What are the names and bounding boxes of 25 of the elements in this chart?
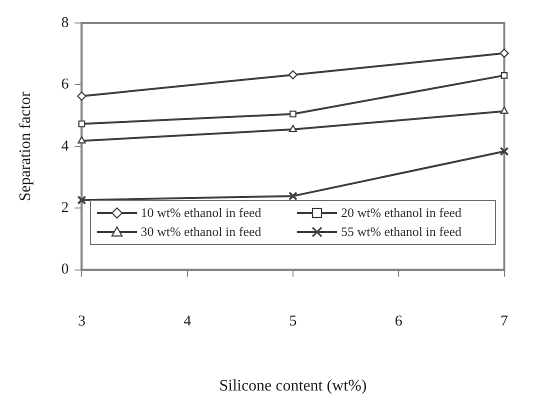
- x-tick-label: 7: [500, 314, 508, 330]
- point: [290, 110, 296, 118]
- y-tick-label: 0: [61, 262, 69, 278]
- point: [500, 146, 509, 156]
- x-tick-label: 4: [184, 314, 192, 330]
- point: [288, 192, 298, 201]
- point: [500, 72, 508, 79]
- y-tick-label: 6: [61, 76, 70, 93]
- y-axis-title: Separation factor: [16, 90, 34, 202]
- point: [500, 48, 509, 58]
- legend-label: 55 wt% ethanol in feed: [340, 224, 462, 240]
- point: [288, 70, 298, 80]
- legend-label: 30 wt% ethanol in feed: [140, 224, 262, 240]
- point: [77, 92, 86, 101]
- y-tick-label: 2: [61, 200, 69, 216]
- y-tick-label: 8: [61, 14, 69, 31]
- x-tick-label: 3: [78, 314, 86, 330]
- legend-label: 10 wt% ethanol in feed: [140, 204, 262, 221]
- point: [78, 120, 86, 128]
- y-tick-label: 4: [61, 138, 70, 154]
- x-tick-label: 5: [289, 314, 297, 330]
- x-tick-label: 6: [394, 314, 403, 330]
- x-axis-title: Silicone content (wt%): [219, 378, 367, 395]
- legend-label: 20 wt% ethanol in feed: [340, 204, 462, 221]
- point: [77, 196, 86, 205]
